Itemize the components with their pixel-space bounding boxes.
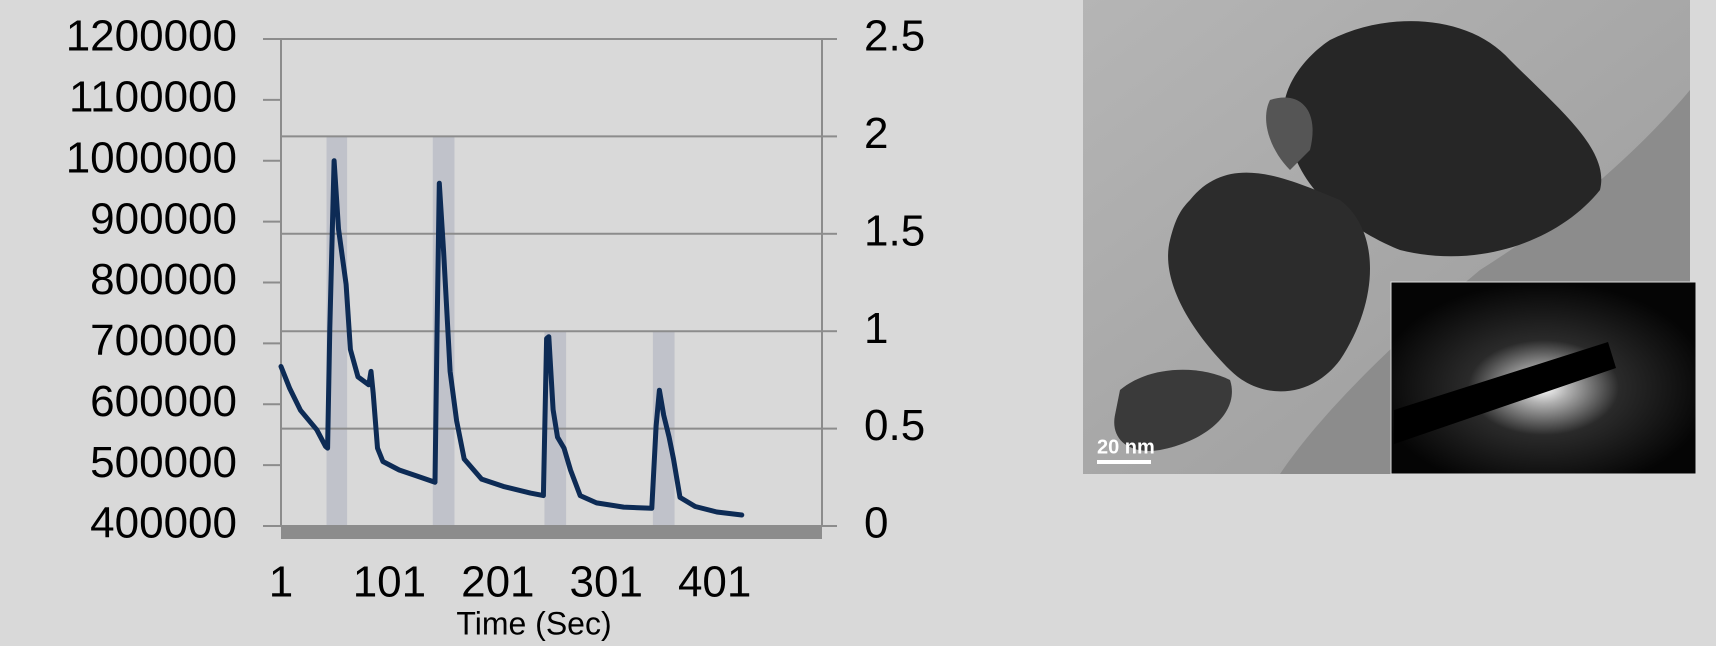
beam-stop [1394, 342, 1616, 444]
x-tick-label: 401 [678, 558, 751, 607]
particle [1168, 172, 1370, 392]
tem-image: 20 nm [1083, 0, 1697, 475]
y2-tick-label: 1.5 [864, 206, 925, 255]
x-axis [281, 526, 822, 539]
y-tick-label: 1200000 [66, 12, 237, 61]
x-tick-label: 101 [353, 558, 426, 607]
y2-tick-label: 1 [864, 304, 888, 353]
plot: 0 0.5 1 1.5 2 2.5 400000 500000 600000 700000 8000… [66, 12, 925, 607]
y-tick-label: 500000 [90, 438, 237, 487]
y-tick-label: 1000000 [66, 133, 237, 182]
scale-label: 20 nm [1097, 436, 1155, 458]
data-line [278, 158, 745, 518]
y2-tick-label: 2 [864, 109, 888, 158]
particle [1283, 21, 1602, 257]
y-tick-label: 900000 [90, 194, 237, 243]
y-tick-label: 400000 [90, 499, 237, 548]
y2-tick-label: 0.5 [864, 401, 925, 450]
particle-edge [1266, 97, 1313, 170]
y2-tick-label: 2.5 [864, 12, 925, 61]
y-tick-label: 1100000 [69, 73, 237, 122]
x-tick-label: 1 [269, 558, 293, 607]
y-tick-label: 700000 [90, 316, 237, 365]
y-tick-label: 800000 [90, 255, 237, 304]
y-tick-label: 600000 [90, 377, 237, 426]
x-tick-label: 301 [570, 558, 643, 607]
x-axis-title: Time (Sec) [456, 605, 611, 641]
particle [1114, 369, 1232, 451]
y2-tick-label: 0 [864, 499, 888, 548]
x-tick-label: 201 [461, 558, 534, 607]
